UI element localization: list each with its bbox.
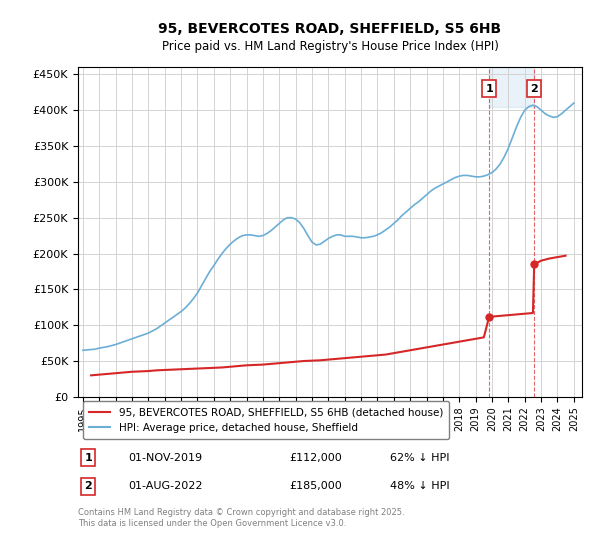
Text: 2: 2 (84, 481, 92, 491)
Text: 01-AUG-2022: 01-AUG-2022 (128, 481, 203, 491)
Bar (489, 67, 534, 107)
Text: 48% ↓ HPI: 48% ↓ HPI (391, 481, 450, 491)
Legend: 95, BEVERCOTES ROAD, SHEFFIELD, S5 6HB (detached house), HPI: Average price, det: 95, BEVERCOTES ROAD, SHEFFIELD, S5 6HB (… (83, 401, 449, 439)
Text: 01-NOV-2019: 01-NOV-2019 (128, 453, 203, 463)
Text: 2: 2 (530, 83, 538, 94)
Text: 1: 1 (84, 453, 92, 463)
Text: £112,000: £112,000 (290, 453, 343, 463)
Text: Contains HM Land Registry data © Crown copyright and database right 2025.
This d: Contains HM Land Registry data © Crown c… (78, 508, 404, 528)
Text: £185,000: £185,000 (290, 481, 343, 491)
Text: 1: 1 (485, 83, 493, 94)
Text: 62% ↓ HPI: 62% ↓ HPI (391, 453, 450, 463)
Text: Price paid vs. HM Land Registry's House Price Index (HPI): Price paid vs. HM Land Registry's House … (161, 40, 499, 53)
Text: 95, BEVERCOTES ROAD, SHEFFIELD, S5 6HB: 95, BEVERCOTES ROAD, SHEFFIELD, S5 6HB (158, 22, 502, 36)
